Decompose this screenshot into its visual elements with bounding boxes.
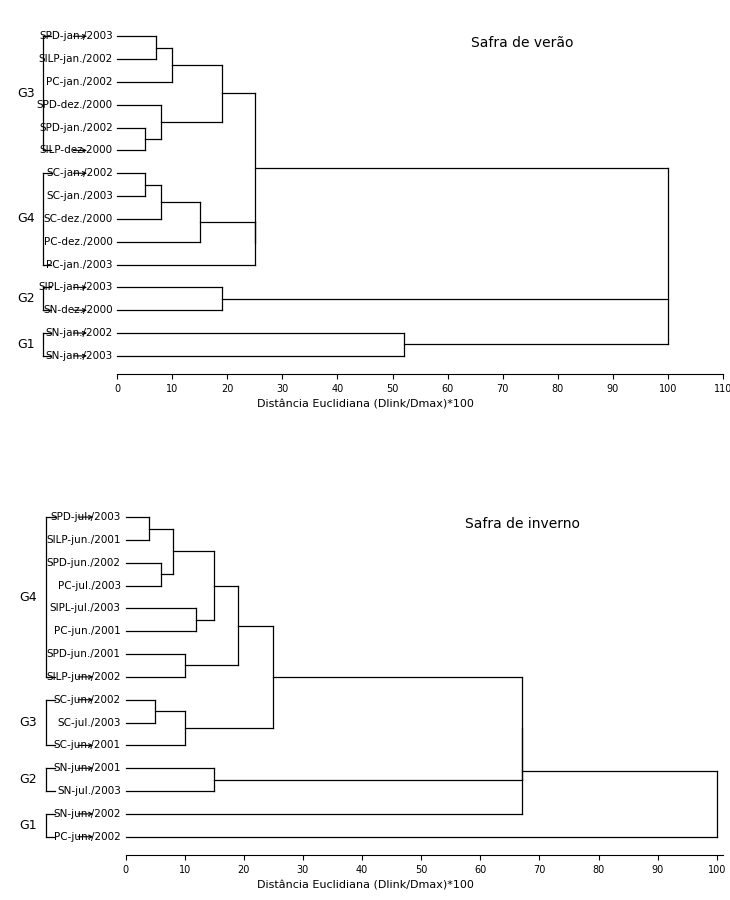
Text: G3: G3 [18, 86, 35, 100]
Text: SIPL-jul./2003: SIPL-jul./2003 [50, 603, 121, 614]
Text: SC-jul./2003: SC-jul./2003 [58, 717, 121, 727]
Text: G4: G4 [18, 212, 35, 225]
Text: SILP-jun./2001: SILP-jun./2001 [46, 535, 121, 544]
Text: SPD-jan./2002: SPD-jan./2002 [39, 122, 113, 132]
Text: SC-jun./2002: SC-jun./2002 [54, 695, 121, 705]
Text: PC-jan./2003: PC-jan./2003 [47, 259, 113, 270]
Text: SILP-jan./2002: SILP-jan./2002 [39, 54, 113, 64]
Text: G1: G1 [18, 338, 35, 351]
Text: SN-jul./2003: SN-jul./2003 [57, 786, 121, 796]
Text: SN-jan./2003: SN-jan./2003 [46, 351, 113, 361]
Text: SPD-jan./2003: SPD-jan./2003 [39, 32, 113, 41]
Text: SN-jan./2002: SN-jan./2002 [46, 328, 113, 338]
Text: SPD-jun./2001: SPD-jun./2001 [47, 649, 121, 659]
Text: G3: G3 [19, 716, 36, 729]
Text: SILP-dez.2000: SILP-dez.2000 [40, 146, 113, 156]
Text: SPD-jul./2003: SPD-jul./2003 [50, 512, 121, 522]
Text: SPD-jun./2002: SPD-jun./2002 [47, 558, 121, 568]
Text: Safra de verão: Safra de verão [471, 36, 574, 50]
Text: G2: G2 [18, 292, 35, 305]
Text: SN-dez./2000: SN-dez./2000 [43, 305, 113, 315]
Text: SC-jan./2003: SC-jan./2003 [46, 191, 113, 201]
Text: G1: G1 [19, 819, 36, 832]
Text: PC-jul./2003: PC-jul./2003 [58, 580, 121, 590]
Text: G2: G2 [19, 773, 36, 787]
Text: SN-jun./2001: SN-jun./2001 [53, 763, 121, 773]
X-axis label: Distância Euclidiana (Dlink/Dmax)*100: Distância Euclidiana (Dlink/Dmax)*100 [256, 400, 474, 410]
X-axis label: Distância Euclidiana (Dlink/Dmax)*100: Distância Euclidiana (Dlink/Dmax)*100 [256, 880, 474, 890]
Text: Safra de inverno: Safra de inverno [465, 517, 580, 531]
Text: PC-dez./2000: PC-dez./2000 [44, 237, 113, 247]
Text: G4: G4 [19, 590, 36, 604]
Text: PC-jun./2001: PC-jun./2001 [54, 626, 121, 636]
Text: PC-jan./2002: PC-jan./2002 [47, 76, 113, 87]
Text: PC-jun./2002: PC-jun./2002 [54, 832, 121, 842]
Text: SPD-dez./2000: SPD-dez./2000 [36, 100, 113, 110]
Text: SIPL-jan./2003: SIPL-jan./2003 [39, 283, 113, 293]
Text: SC-jan./2002: SC-jan./2002 [46, 168, 113, 178]
Text: SC-jun./2001: SC-jun./2001 [54, 741, 121, 751]
Text: SILP-jun./2002: SILP-jun./2002 [46, 672, 121, 682]
Text: SN-jun./2002: SN-jun./2002 [53, 809, 121, 819]
Text: SC-dez./2000: SC-dez./2000 [44, 214, 113, 224]
